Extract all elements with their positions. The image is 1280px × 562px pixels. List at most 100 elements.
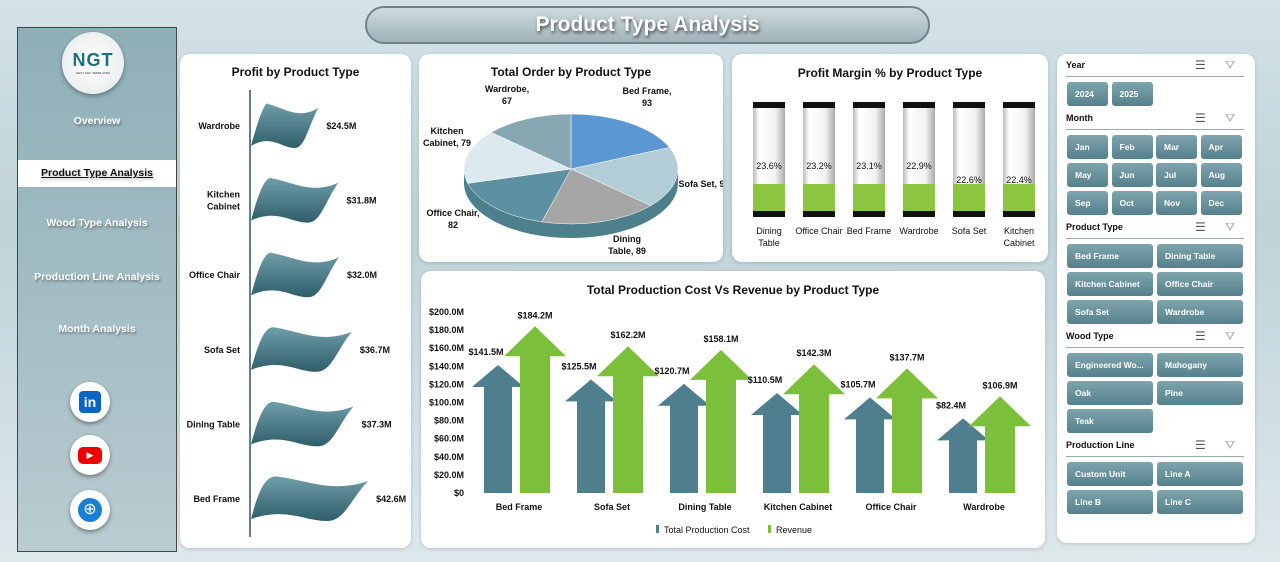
slicer-item-product-type-office-chair[interactable]: Office Chair <box>1157 272 1243 296</box>
y-tick-label: $200.0M <box>429 307 464 317</box>
divider <box>1066 347 1244 348</box>
divider <box>1066 456 1244 457</box>
data-label: 82 <box>448 220 458 230</box>
slicer-item-wood-type-mahogany[interactable]: Mahogany <box>1157 353 1243 377</box>
x-tick-label: Bed Frame <box>496 502 543 512</box>
slicer-item-wood-type-oak[interactable]: Oak <box>1067 381 1153 405</box>
legend-label: Revenue <box>776 525 812 535</box>
slicer-item-production-line-line-c[interactable]: Line C <box>1157 490 1243 514</box>
slicer-item-production-line-line-b[interactable]: Line B <box>1067 490 1153 514</box>
slicer-item-product-type-kitchen-cabinet[interactable]: Kitchen Cabinet <box>1067 272 1153 296</box>
margin-value-label: 22.4% <box>1006 175 1032 185</box>
y-tick-label: $160.0M <box>429 343 464 353</box>
slicer-item-month-aug[interactable]: Aug <box>1200 163 1242 187</box>
y-tick-label: $20.0M <box>434 470 464 480</box>
total-order-card: Total Order by Product Type Bed Frame, 93… <box>419 54 723 262</box>
slicer-item-wood-type-engineered-wo[interactable]: Engineered Wo... <box>1067 353 1153 377</box>
divider <box>1066 76 1244 77</box>
youtube-icon[interactable]: ▶ <box>70 435 110 475</box>
slicer-item-month-apr[interactable]: Apr <box>1200 135 1242 159</box>
profit-bar-dining-table <box>251 401 354 447</box>
data-label: Cabinet, 79 <box>423 138 471 148</box>
slicer-item-month-feb[interactable]: Feb <box>1111 135 1153 159</box>
legend-label: Total Production Cost <box>664 525 750 535</box>
multi-select-icon[interactable]: ☰ <box>1195 111 1206 125</box>
profit-bar-wardrobe <box>251 103 319 148</box>
slicer-item-month-may[interactable]: May <box>1067 163 1108 187</box>
value-label: $31.8M <box>346 196 376 206</box>
clear-filter-icon[interactable]: ⛛ <box>1225 329 1236 343</box>
pie-slice-bed-frame <box>570 113 670 170</box>
profit-bar-bed-frame <box>251 476 369 521</box>
slicer-item-product-type-dining-table[interactable]: Dining Table <box>1157 244 1243 268</box>
margin-value-label: 22.6% <box>956 175 982 185</box>
slicer-item-month-jan[interactable]: Jan <box>1067 135 1108 159</box>
margin-value-label: 23.1% <box>856 161 882 171</box>
legend-swatch-revenue <box>768 525 771 533</box>
nav-product-type-analysis[interactable]: Product Type Analysis <box>18 160 176 187</box>
slicer-item-wood-type-teak[interactable]: Teak <box>1067 409 1153 433</box>
category-label: Bed Frame <box>847 226 892 236</box>
slicer-item-wood-type-pine[interactable]: Pine <box>1157 381 1243 405</box>
margin-fill-office-chair <box>803 184 835 211</box>
nav-month-analysis[interactable]: Month Analysis <box>58 323 136 335</box>
multi-select-icon[interactable]: ☰ <box>1195 220 1206 234</box>
tube-cap <box>1003 102 1035 108</box>
cost-arrow-kitchen-cabinet <box>751 392 803 493</box>
slicer-item-month-oct[interactable]: Oct <box>1111 191 1153 215</box>
chart-title: Total Production Cost Vs Revenue by Prod… <box>586 283 880 297</box>
cost-arrow-dining-table <box>658 383 710 493</box>
category-label: Cabinet <box>207 202 240 212</box>
slicer-item-month-jun[interactable]: Jun <box>1111 163 1153 187</box>
cost-arrow-office-chair <box>844 397 896 493</box>
data-label: $137.7M <box>889 352 924 362</box>
slicer-item-year-2025[interactable]: 2025 <box>1111 82 1153 106</box>
legend-swatch-cost <box>656 525 659 533</box>
data-label: $125.5M <box>561 361 596 371</box>
nav-overview[interactable]: Overview <box>73 115 121 127</box>
slicer-item-month-nov[interactable]: Nov <box>1156 191 1197 215</box>
multi-select-icon[interactable]: ☰ <box>1195 438 1206 452</box>
slicer-item-product-type-bed-frame[interactable]: Bed Frame <box>1067 244 1153 268</box>
slicer-item-product-type-sofa-set[interactable]: Sofa Set <box>1067 300 1153 324</box>
slicer-item-production-line-custom-unit[interactable]: Custom Unit <box>1067 462 1153 486</box>
nav-wood-type-analysis[interactable]: Wood Type Analysis <box>46 217 148 229</box>
multi-select-icon[interactable]: ☰ <box>1195 329 1206 343</box>
clear-filter-icon[interactable]: ⛛ <box>1225 220 1236 234</box>
category-label: Table <box>758 238 780 248</box>
pie-slice-kitchen-cabinet <box>463 132 572 184</box>
linkedin-icon[interactable]: in <box>70 382 110 422</box>
tube-cap <box>953 102 985 108</box>
profit-bar-kitchen-cabinet <box>251 177 339 223</box>
slicer-item-production-line-line-a[interactable]: Line A <box>1157 462 1243 486</box>
divider <box>1066 129 1244 130</box>
data-label: 93 <box>642 98 652 108</box>
nav-production-line-analysis[interactable]: Production Line Analysis <box>34 271 160 283</box>
category-label: Dining <box>756 226 782 236</box>
slicer-item-month-dec[interactable]: Dec <box>1200 191 1242 215</box>
data-label: $120.7M <box>654 366 689 376</box>
tube-base <box>1003 211 1035 217</box>
y-tick-label: $140.0M <box>429 361 464 371</box>
data-label: $110.5M <box>748 375 783 385</box>
multi-select-icon[interactable]: ☰ <box>1195 58 1206 72</box>
data-label: $141.5M <box>468 347 503 357</box>
profit-by-product-type-card: Profit by Product Type Wardrobe $24.5M Kit… <box>180 54 411 548</box>
tube-cap <box>903 102 935 108</box>
data-label: $162.2M <box>610 330 645 340</box>
clear-filter-icon[interactable]: ⛛ <box>1225 58 1236 72</box>
chart-title: Total Order by Product Type <box>490 65 652 79</box>
slicer-item-month-mar[interactable]: Mar <box>1156 135 1197 159</box>
slicer-item-product-type-wardrobe[interactable]: Wardrobe <box>1157 300 1243 324</box>
pie-slice-office-chair <box>467 168 572 223</box>
slicer-item-year-2024[interactable]: 2024 <box>1067 82 1108 106</box>
slicer-item-month-jul[interactable]: Jul <box>1156 163 1197 187</box>
margin-fill-bed-frame <box>853 184 885 211</box>
slicer-item-month-sep[interactable]: Sep <box>1067 191 1108 215</box>
value-label: $36.7M <box>360 345 390 355</box>
data-label: Table, 89 <box>608 246 646 256</box>
tube-base <box>853 211 885 217</box>
clear-filter-icon[interactable]: ⛛ <box>1225 111 1236 125</box>
clear-filter-icon[interactable]: ⛛ <box>1225 438 1236 452</box>
globe-icon[interactable]: ⊕ <box>70 490 110 530</box>
